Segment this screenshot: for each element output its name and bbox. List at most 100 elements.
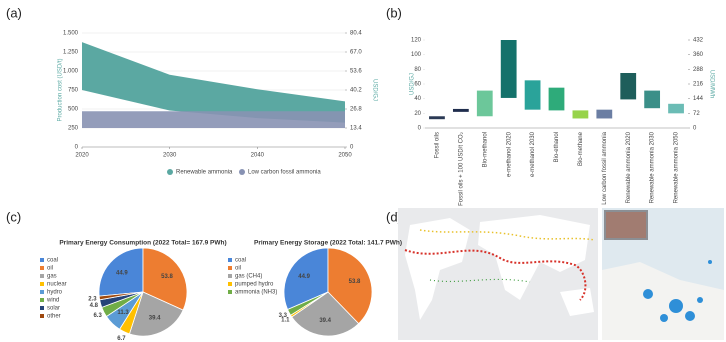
port [643, 289, 653, 299]
y-tick-label: 250 [68, 126, 79, 132]
range-bar [453, 109, 469, 112]
y-axis-label: Production cost (USD/t) [58, 58, 64, 121]
legend-marker [228, 266, 232, 270]
range-bar [525, 80, 541, 109]
x-tick-label: Fossil oils + 100 USD/t CO₂ [458, 131, 464, 206]
y2-tick-label: 26.8 [350, 107, 362, 113]
data-label: 11.3 [117, 310, 129, 316]
y-tick-label: 120 [411, 38, 422, 44]
y-tick-label: 0 [75, 145, 79, 151]
x-tick-label: 2030 [163, 153, 177, 159]
y2-axis-label: USD/MWh [708, 70, 714, 98]
y-axis-label: USD/GJ [410, 73, 416, 95]
panel-label: (c) [6, 209, 21, 224]
y-tick-label: 750 [68, 88, 79, 94]
x-tick-label: e-methanol 2020 [506, 131, 512, 177]
x-tick-label: Fossil oils [435, 132, 441, 158]
y-tick-label: 80 [414, 67, 421, 73]
y-tick-label: 1.500 [63, 31, 79, 37]
legend-label: pumped hydro [235, 282, 274, 288]
legend-marker [239, 169, 245, 175]
x-tick-label: Bio-methanol [482, 132, 488, 167]
x-tick-label: Low carbon fossil ammonia [602, 131, 608, 204]
panel-label: (a) [6, 5, 22, 20]
x-tick-label: 2040 [251, 153, 265, 159]
legend-marker [40, 298, 44, 302]
y-tick-label: 1.250 [63, 50, 79, 56]
data-label: 44.9 [298, 274, 310, 280]
y2-tick-label: 288 [693, 67, 704, 73]
range-bar [501, 40, 517, 98]
legend-marker [40, 282, 44, 286]
data-label: 6.3 [93, 313, 102, 319]
y2-tick-label: 432 [693, 38, 704, 44]
figure: (a) (b) (c) (d) 02505007501.0001.2501.50… [0, 0, 726, 342]
legend-label: wind [46, 298, 59, 304]
y2-tick-label: 216 [693, 82, 704, 88]
y-tick-label: 500 [68, 107, 79, 113]
legend-label: other [47, 314, 61, 320]
legend-marker [40, 274, 44, 278]
data-label: 53.8 [349, 279, 361, 285]
range-bar [549, 88, 565, 111]
area-band [82, 111, 345, 128]
legend-label: gas (CH4) [235, 274, 262, 280]
chart-title: Primary Energy Consumption (2022 Total= … [59, 240, 226, 247]
y-tick-label: 0 [418, 126, 422, 132]
panel-label: (b) [386, 5, 402, 20]
legend-label: oil [235, 266, 241, 272]
legend-marker [40, 266, 44, 270]
legend-label: nuclear [47, 282, 67, 288]
x-tick-label: e-methanol 2030 [530, 131, 536, 177]
legend-label: coal [47, 258, 58, 264]
legend-marker [228, 258, 232, 262]
legend-label: gas [47, 274, 57, 280]
data-label: 2.3 [88, 297, 97, 303]
y-tick-label: 1.000 [63, 69, 79, 75]
legend-label: oil [47, 266, 53, 272]
y-tick-label: 40 [414, 96, 421, 102]
range-bar [477, 91, 493, 117]
x-tick-label: Bio-ethanol [554, 132, 560, 162]
legend-marker [228, 290, 232, 294]
port [708, 260, 712, 264]
x-tick-label: 2020 [75, 153, 89, 159]
y2-tick-label: 40.2 [350, 88, 362, 94]
y2-tick-label: 0 [350, 145, 354, 151]
range-bar [573, 110, 589, 118]
data-label: 6.7 [117, 336, 126, 342]
data-label: 53.8 [161, 274, 173, 280]
legend-marker [40, 314, 44, 318]
legend-marker [228, 282, 232, 286]
y2-axis-label: USD/GJ [371, 79, 377, 101]
x-tick-label: 2050 [338, 153, 352, 159]
x-tick-label: Renewable ammonia 2020 [626, 131, 632, 203]
legend-label: Low carbon fossil ammonia [248, 170, 321, 176]
y2-tick-label: 67.0 [350, 50, 362, 56]
legend-marker [40, 306, 44, 310]
chart-title: Primary Energy Storage (2022 Total: 141.… [254, 240, 402, 247]
port [685, 311, 695, 321]
data-label: 39.4 [149, 316, 161, 322]
y-tick-label: 100 [411, 52, 422, 58]
y2-tick-label: 360 [693, 52, 704, 58]
range-bar [644, 91, 660, 109]
range-bar [620, 73, 636, 99]
data-label: 44.9 [116, 270, 128, 276]
area-band [82, 42, 345, 123]
legend-marker [228, 274, 232, 278]
y-tick-label: 20 [414, 111, 421, 117]
data-label: 3.3 [279, 313, 288, 319]
port [660, 314, 668, 322]
y2-tick-label: 0 [693, 126, 697, 132]
range-bar [596, 110, 612, 119]
data-label: 4.8 [90, 303, 99, 309]
legend-label: solar [47, 306, 60, 312]
range-bar [668, 104, 684, 114]
y2-tick-label: 53.6 [350, 69, 362, 75]
legend-marker [40, 290, 44, 294]
legend-marker [167, 169, 173, 175]
map-images [398, 208, 724, 340]
y2-tick-label: 80.4 [350, 31, 362, 37]
port [697, 297, 703, 303]
